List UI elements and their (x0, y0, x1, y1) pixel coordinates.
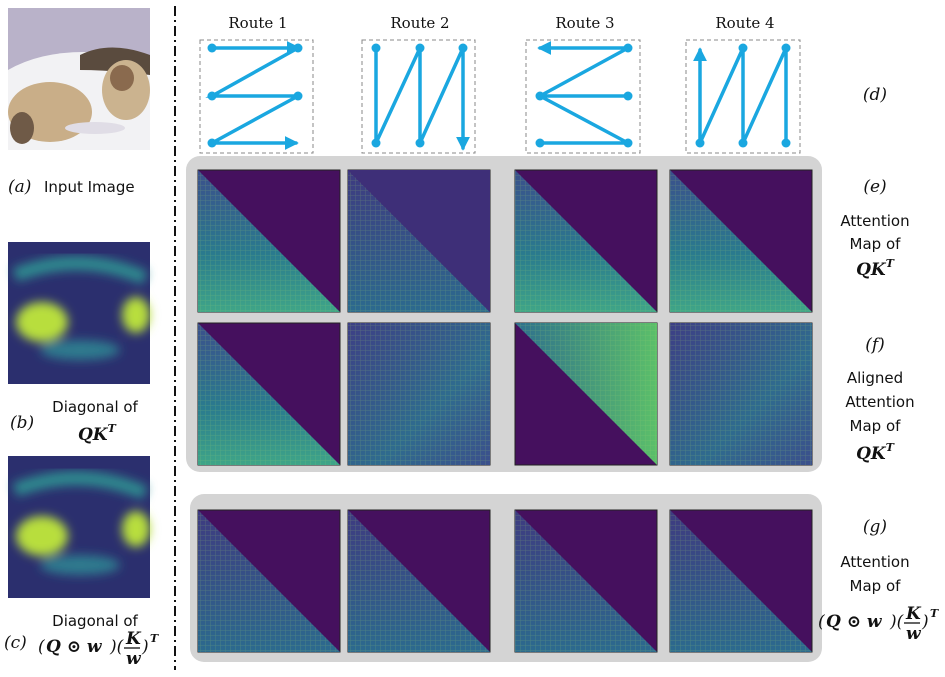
map-part (348, 323, 490, 465)
input-image (8, 8, 150, 150)
formula: QKT (856, 441, 895, 464)
formula: ( Q ⊙ w )( K w ) T (818, 604, 939, 644)
formula-sup: T (886, 257, 895, 270)
map-part (670, 323, 812, 465)
map-part (198, 510, 340, 652)
label-tag: (c) (4, 633, 27, 653)
formula-sup: T (150, 632, 159, 645)
formula-part: )( (109, 637, 124, 657)
formula-part: K (125, 629, 142, 649)
label-tag: (b) (10, 413, 34, 433)
route-title: Route 1 (228, 14, 287, 32)
formula: ( Q ⊙ w )( K w ) T (38, 629, 159, 669)
map-part (670, 510, 812, 652)
label-text: Map of (850, 577, 902, 595)
label-text: Map of (850, 235, 902, 253)
formula-part: ( (818, 612, 825, 632)
route-title: Route 2 (390, 14, 449, 32)
map-part (348, 170, 490, 312)
formula-part: )( (889, 612, 904, 632)
attention-maps (197, 169, 813, 653)
formula-sup: T (886, 441, 895, 454)
label-text: Diagonal of (52, 612, 138, 630)
label-text: Attention (845, 393, 914, 411)
formula-part: Q ⊙ w (826, 612, 883, 632)
map-part (198, 170, 340, 312)
route-title: Route 4 (715, 14, 774, 32)
formula-part: K (905, 604, 922, 624)
formula-part: w (126, 649, 142, 669)
formula: QKT (78, 422, 117, 445)
map-part (198, 323, 340, 465)
diagonal-map-b (8, 242, 150, 384)
label-tag: (g) (863, 517, 887, 537)
map-part (348, 510, 490, 652)
map-part (515, 323, 657, 465)
label-text: Attention (840, 212, 909, 230)
formula-part: QK (856, 444, 887, 464)
diagonal-map-c (8, 456, 150, 598)
formula-part: w (906, 624, 922, 644)
formula-sup: T (108, 422, 117, 435)
formula-sup: T (930, 607, 939, 620)
label-text: Input Image (44, 178, 135, 196)
formula: QKT (856, 257, 895, 280)
label-tag: (e) (863, 177, 886, 197)
map-part (515, 510, 657, 652)
route-1 (199, 39, 314, 154)
label-text: Diagonal of (52, 398, 138, 416)
label-tag: (f) (865, 335, 885, 355)
label-text: Attention (840, 553, 909, 571)
formula-part: ( (38, 637, 45, 657)
route-2 (361, 39, 476, 154)
formula-part: Q ⊙ w (46, 637, 103, 657)
formula-part: ) (921, 612, 929, 632)
map-part (670, 170, 812, 312)
label-tag: (a) (8, 177, 31, 197)
label-text: Map of (850, 417, 902, 435)
route-4 (685, 39, 801, 154)
route-title: Route 3 (555, 14, 614, 32)
panel-ef (186, 156, 822, 472)
label-text: Aligned (847, 369, 903, 387)
label-tag: (d) (863, 85, 887, 105)
map-part (515, 170, 657, 312)
formula-part: QK (856, 260, 887, 280)
formula-part: ) (141, 637, 149, 657)
formula-part: QK (78, 425, 109, 445)
route-3 (525, 40, 641, 154)
